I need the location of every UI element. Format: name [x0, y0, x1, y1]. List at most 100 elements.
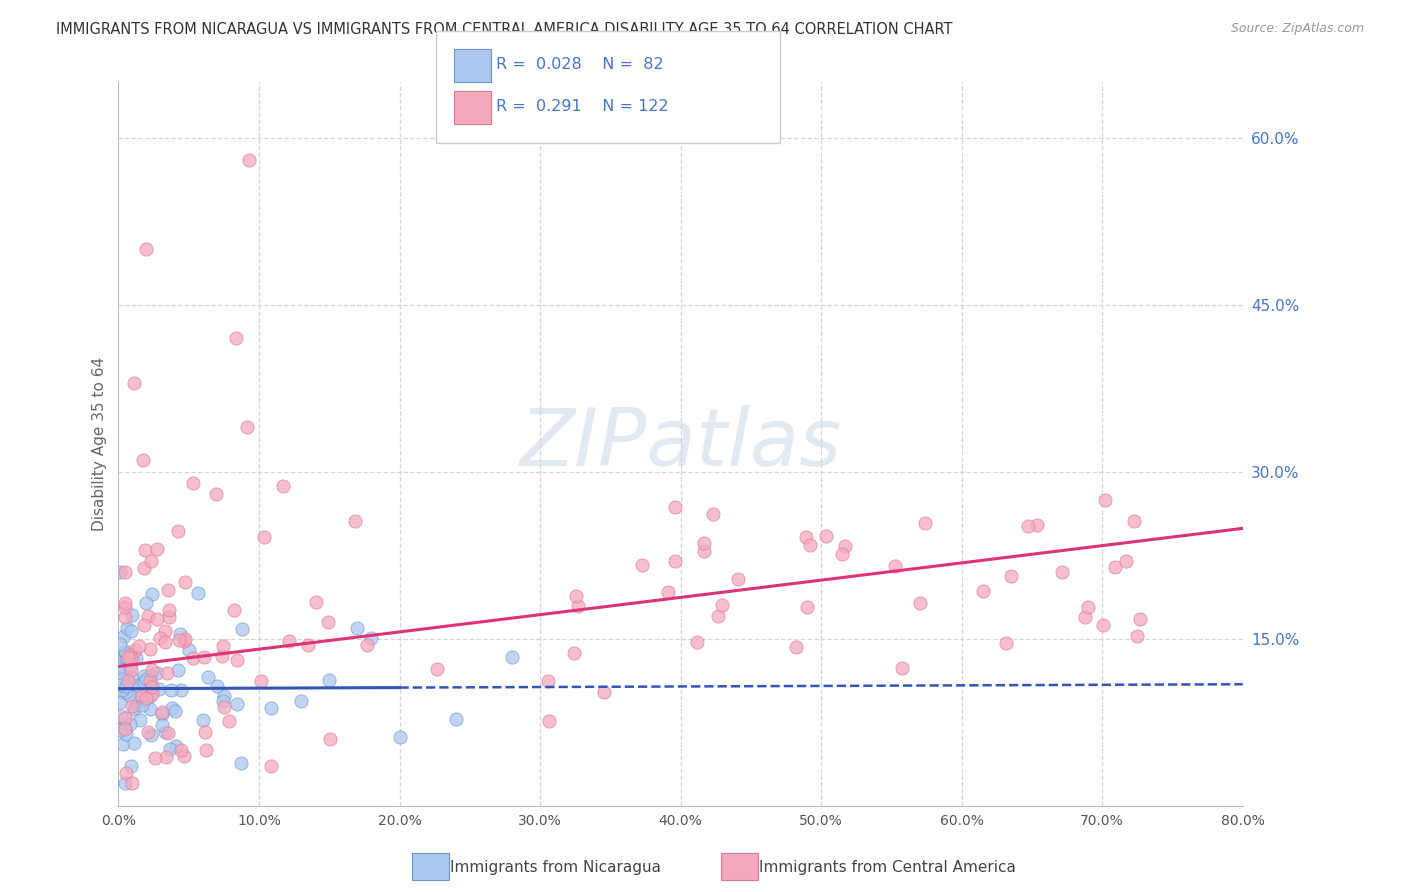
Point — [115, 646, 138, 660]
Point — [204, 487, 226, 501]
Point — [135, 672, 157, 686]
Point — [150, 717, 173, 731]
Point — [225, 653, 247, 667]
Point — [562, 647, 585, 661]
Point — [121, 776, 143, 790]
Point — [110, 678, 132, 692]
Point — [831, 547, 853, 561]
Point — [994, 635, 1017, 649]
Point — [318, 673, 340, 687]
Point — [360, 631, 382, 645]
Point — [111, 737, 134, 751]
Point — [139, 702, 162, 716]
Point — [231, 756, 253, 771]
Point — [157, 725, 180, 739]
Point — [815, 529, 838, 543]
Point — [128, 713, 150, 727]
Point — [128, 690, 150, 705]
Point — [135, 242, 157, 256]
Point — [120, 759, 142, 773]
Point — [1122, 514, 1144, 528]
Point — [120, 648, 142, 662]
Point — [141, 688, 163, 702]
Point — [169, 627, 191, 641]
Point — [211, 648, 233, 663]
Point — [344, 514, 367, 528]
Point — [131, 689, 153, 703]
Point — [799, 538, 821, 552]
Point — [693, 535, 716, 549]
Point — [238, 153, 260, 167]
Text: R =  0.028    N =  82: R = 0.028 N = 82 — [496, 57, 664, 71]
Point — [139, 689, 162, 703]
Point — [536, 674, 558, 689]
Point — [157, 602, 180, 616]
Point — [108, 723, 131, 737]
Point — [132, 617, 155, 632]
Point — [426, 662, 449, 676]
Point — [114, 710, 136, 724]
Point — [1092, 618, 1115, 632]
Text: IMMIGRANTS FROM NICARAGUA VS IMMIGRANTS FROM CENTRAL AMERICA DISABILITY AGE 35 T: IMMIGRANTS FROM NICARAGUA VS IMMIGRANTS … — [56, 22, 953, 37]
Point — [114, 776, 136, 790]
Point — [174, 632, 197, 647]
Point — [170, 743, 193, 757]
Point — [167, 524, 190, 538]
Point — [117, 649, 139, 664]
Point — [160, 682, 183, 697]
Point — [121, 608, 143, 623]
Point — [538, 714, 561, 728]
Text: R =  0.291    N = 122: R = 0.291 N = 122 — [496, 99, 669, 113]
Point — [1000, 569, 1022, 583]
Point — [134, 674, 156, 689]
Point — [127, 678, 149, 692]
Point — [1104, 560, 1126, 574]
Point — [155, 665, 177, 680]
Point — [112, 720, 135, 734]
Point — [212, 689, 235, 703]
Point — [114, 596, 136, 610]
Point — [260, 759, 283, 773]
Point — [135, 690, 157, 705]
Point — [120, 651, 142, 665]
Point — [253, 530, 276, 544]
Point — [120, 624, 142, 639]
Point — [114, 599, 136, 614]
Text: Immigrants from Nicaragua: Immigrants from Nicaragua — [450, 860, 661, 874]
Point — [108, 637, 131, 651]
Point — [565, 590, 588, 604]
Point — [112, 650, 135, 665]
Point — [278, 634, 301, 648]
Point — [124, 702, 146, 716]
Point — [110, 684, 132, 698]
Point — [231, 622, 253, 636]
Point — [174, 574, 197, 589]
Point — [114, 684, 136, 698]
Point — [128, 640, 150, 654]
Point — [891, 661, 914, 675]
Point — [187, 585, 209, 599]
Point — [1094, 492, 1116, 507]
Point — [115, 621, 138, 635]
Point — [290, 694, 312, 708]
Point — [211, 639, 233, 653]
Point — [796, 599, 818, 614]
Point — [139, 673, 162, 688]
Point — [115, 765, 138, 780]
Point — [260, 701, 283, 715]
Point — [214, 700, 236, 714]
Point — [162, 701, 184, 715]
Point — [250, 674, 273, 689]
Point — [305, 595, 328, 609]
Point — [155, 750, 177, 764]
Point — [111, 672, 134, 686]
Point — [444, 712, 467, 726]
Point — [173, 749, 195, 764]
Point — [664, 553, 686, 567]
Point — [139, 667, 162, 681]
Point — [702, 507, 724, 521]
Point — [218, 714, 240, 728]
Point — [914, 516, 936, 531]
Text: Immigrants from Central America: Immigrants from Central America — [759, 860, 1017, 874]
Point — [134, 543, 156, 558]
